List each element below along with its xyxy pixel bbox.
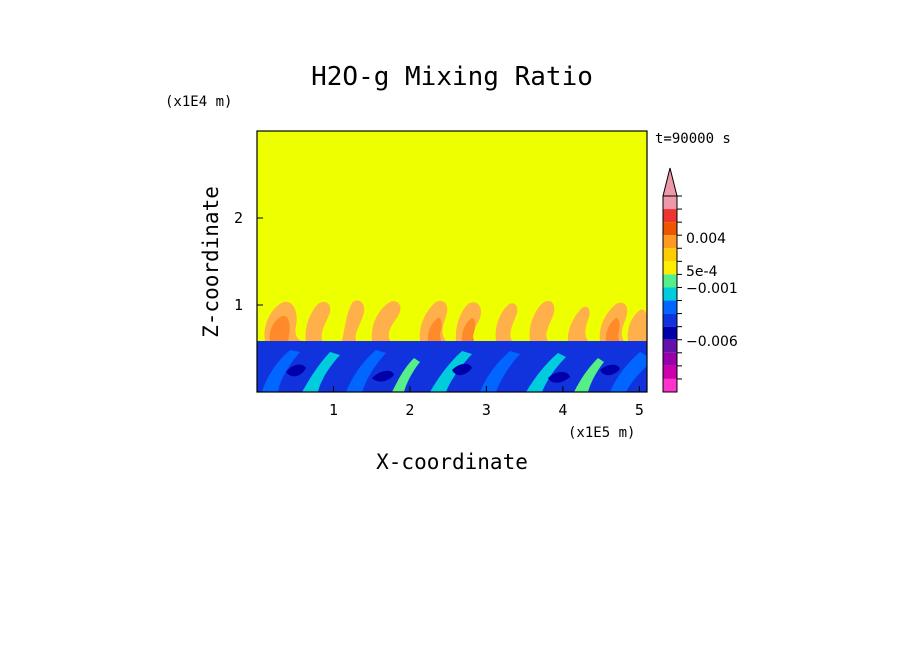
mixing-streak (346, 350, 386, 392)
mixing-streak (302, 352, 340, 392)
colorbar-label: 5e-4 (686, 264, 718, 280)
colorbar-swatch (663, 378, 677, 392)
colorbar-swatch (663, 339, 677, 353)
colorbar-swatch (663, 274, 677, 288)
time-label: t=90000 s (655, 131, 731, 147)
colorbar-swatch (663, 261, 677, 275)
colorbar-swatch (663, 365, 677, 379)
plume-patch (371, 301, 401, 341)
colorbar-swatch (663, 248, 677, 262)
plume-patch (627, 309, 647, 341)
dark-eddy (548, 371, 570, 383)
colorbar-frame (662, 195, 678, 393)
plot-frame (256, 130, 648, 393)
plume-patch (427, 317, 442, 341)
x-scale-label: (x1E5 m) (568, 425, 635, 441)
y-axis: 1 2 (234, 209, 263, 314)
chart-title: H2O-g Mixing Ratio (311, 62, 593, 92)
dark-eddy (452, 363, 472, 376)
colorbar-extend-arrow (662, 167, 678, 197)
y-axis-title: Z-coordinate (199, 186, 223, 338)
colorbar-swatch (663, 313, 677, 327)
plot-area (257, 131, 647, 392)
y-scale-label: (x1E4 m) (165, 94, 232, 110)
plume-patch (605, 318, 620, 341)
mixing-streak (430, 351, 472, 392)
colorbar-swatch (663, 326, 677, 340)
plume-patch (461, 318, 476, 341)
mixing-streak (262, 350, 300, 392)
plume-patch (269, 315, 290, 341)
plume-patch (529, 300, 555, 341)
plume-patch (495, 303, 518, 341)
x-tick-label: 1 (329, 401, 338, 419)
mixing-streak (526, 353, 566, 392)
y-tick-label: 2 (234, 209, 243, 227)
dark-eddy (600, 364, 620, 376)
colorbar-label: −0.006 (686, 334, 738, 350)
mixing-streak (610, 352, 647, 392)
mixing-streak (392, 358, 420, 392)
y-tick-label: 1 (234, 296, 243, 314)
colorbar-swatch (663, 235, 677, 249)
dark-eddy (286, 364, 306, 377)
x-tick-label: 4 (558, 401, 567, 419)
colorbar-swatch (663, 287, 677, 301)
dark-eddy (372, 370, 394, 382)
boundary-layer (257, 341, 647, 392)
x-axis: 1 2 3 4 5 (329, 386, 644, 419)
colorbar-swatch (663, 352, 677, 366)
mixing-streak (574, 358, 604, 392)
x-axis-title: X-coordinate (376, 450, 528, 474)
colorbar-swatch (663, 300, 677, 314)
plume-layer (264, 300, 647, 341)
x-tick-label: 3 (482, 401, 491, 419)
x-tick-label: 2 (405, 401, 414, 419)
colorbar-label: −0.001 (686, 281, 738, 297)
colorbar-label: 0.004 (686, 231, 726, 247)
plume-patch (342, 300, 365, 341)
plume-patch (305, 301, 331, 341)
colorbar-swatch (663, 196, 677, 210)
colorbar-labels: 0.004 5e-4 −0.001 −0.006 (686, 231, 738, 350)
colorbar (662, 167, 682, 393)
colorbar-swatch (663, 209, 677, 223)
colorbar-swatch (663, 222, 677, 236)
plume-patch (567, 306, 590, 341)
mixing-streak (480, 351, 520, 392)
x-tick-label: 5 (635, 401, 644, 419)
